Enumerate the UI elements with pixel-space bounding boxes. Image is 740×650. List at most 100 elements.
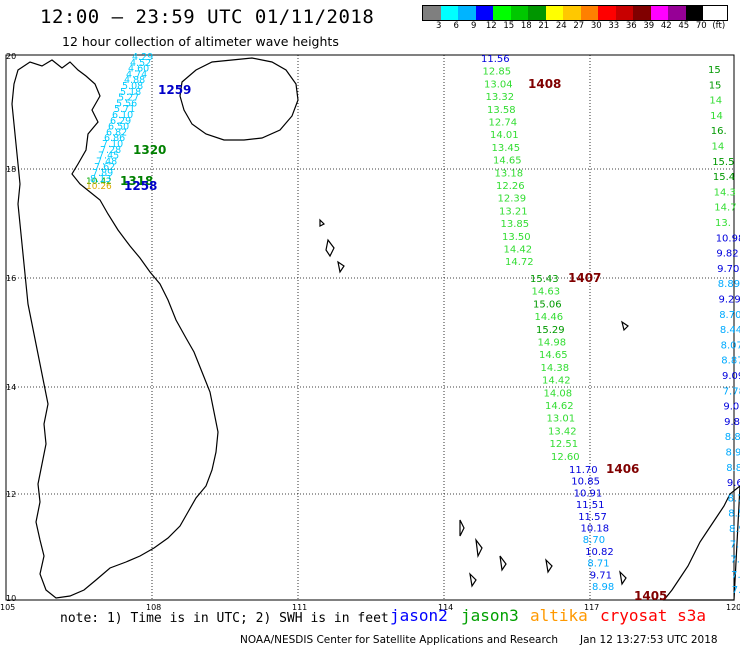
scale-swatch-3 bbox=[475, 6, 493, 20]
color-scale: 3 6 9 12 15 18 21 24 27 30 33 36 39 42 45 70 (ft) bbox=[422, 5, 728, 31]
track-1406-value: 10.85 bbox=[571, 477, 600, 488]
track-1259-value: 7.10 bbox=[102, 139, 123, 150]
scale-swatch-8 bbox=[563, 6, 581, 20]
scale-label-9: 30 bbox=[590, 21, 602, 31]
track-right-value: 8.79 bbox=[728, 493, 740, 504]
track-right-value: 8.44 bbox=[720, 325, 740, 336]
scale-swatch-0 bbox=[423, 6, 441, 20]
track-1259-value: 7.62 bbox=[94, 162, 115, 173]
x-tick-105: 105 bbox=[0, 603, 15, 612]
scale-label-3: 12 bbox=[485, 21, 497, 31]
track-right-value: 15.4 bbox=[713, 172, 735, 183]
track-1406-value: 11.51 bbox=[576, 500, 605, 511]
scale-label-6: 21 bbox=[538, 21, 550, 31]
track-1407-value: 12.60 bbox=[551, 452, 580, 463]
scale-swatch-5 bbox=[510, 6, 528, 20]
track-1259-value: 6.29 bbox=[110, 116, 131, 127]
track-1408-value: 14.42 bbox=[504, 245, 533, 256]
y-tick-10: 10 bbox=[6, 594, 16, 603]
track-right-value: 10.98 bbox=[716, 233, 740, 244]
timestamp: Jan 12 13:27:53 UTC 2018 bbox=[580, 634, 718, 646]
track-right-value: 7.78 bbox=[723, 386, 740, 397]
track-right-value: 7.07 bbox=[732, 585, 740, 596]
track-right-value: 8.54 bbox=[728, 509, 740, 520]
scale-label-12: 39 bbox=[643, 21, 655, 31]
track-1259-value: 4.60 bbox=[128, 64, 149, 75]
track-1406-value: 11.70 bbox=[569, 465, 598, 476]
track-1407-value: 15.43 bbox=[530, 274, 559, 285]
track-right-value: 14 bbox=[709, 96, 722, 107]
track-right-value: 8.93 bbox=[726, 448, 740, 459]
track-1407-value: 13.42 bbox=[548, 426, 577, 437]
track-1408-value: 14.01 bbox=[490, 130, 519, 141]
track-1408-value: 13.45 bbox=[492, 143, 521, 154]
color-scale-labels: 3 6 9 12 15 18 21 24 27 30 33 36 39 42 45 70 (ft) bbox=[422, 21, 728, 31]
track-1259-value: 4.88 bbox=[124, 75, 145, 86]
track-1259-value: 4.74 bbox=[126, 69, 147, 80]
scale-label-11: 36 bbox=[625, 21, 637, 31]
track-1408-value: 14.72 bbox=[505, 257, 534, 268]
track-1408-value: 12.39 bbox=[498, 194, 527, 205]
scale-label-5: 18 bbox=[520, 21, 532, 31]
track-1406-value: 8.98 bbox=[592, 582, 614, 593]
track-1259-value: 7.48 bbox=[96, 156, 117, 167]
coast-value-2: 10.26 bbox=[86, 182, 112, 192]
map-frame bbox=[5, 54, 735, 601]
y-tick-16: 16 bbox=[6, 274, 16, 283]
x-tick-120: 120 bbox=[726, 603, 740, 612]
track-right-value: 8.89 bbox=[718, 279, 740, 290]
legend-altika: altika bbox=[530, 606, 588, 625]
track-1408-value: 14.65 bbox=[493, 156, 522, 167]
scale-label-13: 42 bbox=[660, 21, 672, 31]
track-1407-value: 15.29 bbox=[536, 325, 565, 336]
map-subtitle: 12 hour collection of altimeter wave hei… bbox=[62, 34, 339, 49]
track-1259-value: 4.52 bbox=[130, 58, 151, 69]
pass-label-1259: 1259 bbox=[158, 83, 191, 97]
pass-label-1405: 1405 bbox=[634, 589, 667, 603]
track-right-value: 9.70 bbox=[717, 264, 739, 275]
track-1259-value: 8.13 bbox=[90, 174, 111, 185]
pass-label-1258: 1258 bbox=[124, 179, 157, 193]
track-right-value: 8.89 bbox=[726, 463, 740, 474]
pass-labels: 1259 1320 1318 1258 1408 1407 1406 1405 bbox=[120, 77, 667, 603]
track-right-edge: 15 15 14 14 16. 14 15.5 15.4 14.3 14.7 13. 10.98 9.8… bbox=[708, 65, 740, 596]
track-1259-value: 4.29 bbox=[132, 52, 153, 63]
track-right-value: 16. bbox=[711, 126, 727, 137]
track-1407-value: 14.08 bbox=[544, 388, 573, 399]
scale-swatch-9 bbox=[580, 6, 598, 20]
scale-label-1: 6 bbox=[453, 21, 459, 31]
track-1407-value: 14.98 bbox=[538, 338, 567, 349]
track-1408-value: 13.85 bbox=[501, 219, 530, 230]
track-right-value: 8.82 bbox=[725, 432, 740, 443]
axis-labels: 20 18 16 14 12 10 105 108 111 114 117 12… bbox=[0, 52, 740, 612]
scale-swatch-2 bbox=[458, 6, 476, 20]
x-tick-114: 114 bbox=[438, 603, 453, 612]
legend-jason3: jason3 bbox=[461, 606, 519, 625]
track-1259-value: 6.86 bbox=[104, 133, 125, 144]
track-right-value: 9.29 bbox=[719, 295, 740, 306]
track-right-value: 9.09 bbox=[722, 371, 740, 382]
scale-swatch-13 bbox=[650, 6, 668, 20]
scale-label-16: (ft) bbox=[712, 21, 726, 31]
track-1259-value: 5.56 bbox=[116, 98, 137, 109]
track-1408-value: 13.18 bbox=[495, 168, 524, 179]
track-1407-value: 14.42 bbox=[542, 376, 571, 387]
track-1407-value: 14.65 bbox=[539, 350, 568, 361]
track-1408-value: 12.26 bbox=[496, 181, 525, 192]
track-1259-value: 5.08 bbox=[122, 81, 143, 92]
scale-swatch-11 bbox=[615, 6, 633, 20]
track-1408-value: 12.74 bbox=[489, 118, 518, 129]
pass-label-1318: 1318 bbox=[120, 174, 153, 188]
pass-label-1406: 1406 bbox=[606, 462, 639, 476]
track-1407-value: 14.63 bbox=[532, 287, 561, 298]
scale-label-15: 70 bbox=[695, 21, 707, 31]
lat-lon-grid bbox=[6, 55, 734, 600]
color-scale-bar bbox=[422, 5, 728, 21]
track-right-value: 14.3 bbox=[714, 187, 736, 198]
track-1408-value: 13.50 bbox=[502, 232, 531, 243]
track-1259-value: 7.45 bbox=[98, 151, 119, 162]
track-right-value: 7.71 bbox=[730, 555, 740, 566]
